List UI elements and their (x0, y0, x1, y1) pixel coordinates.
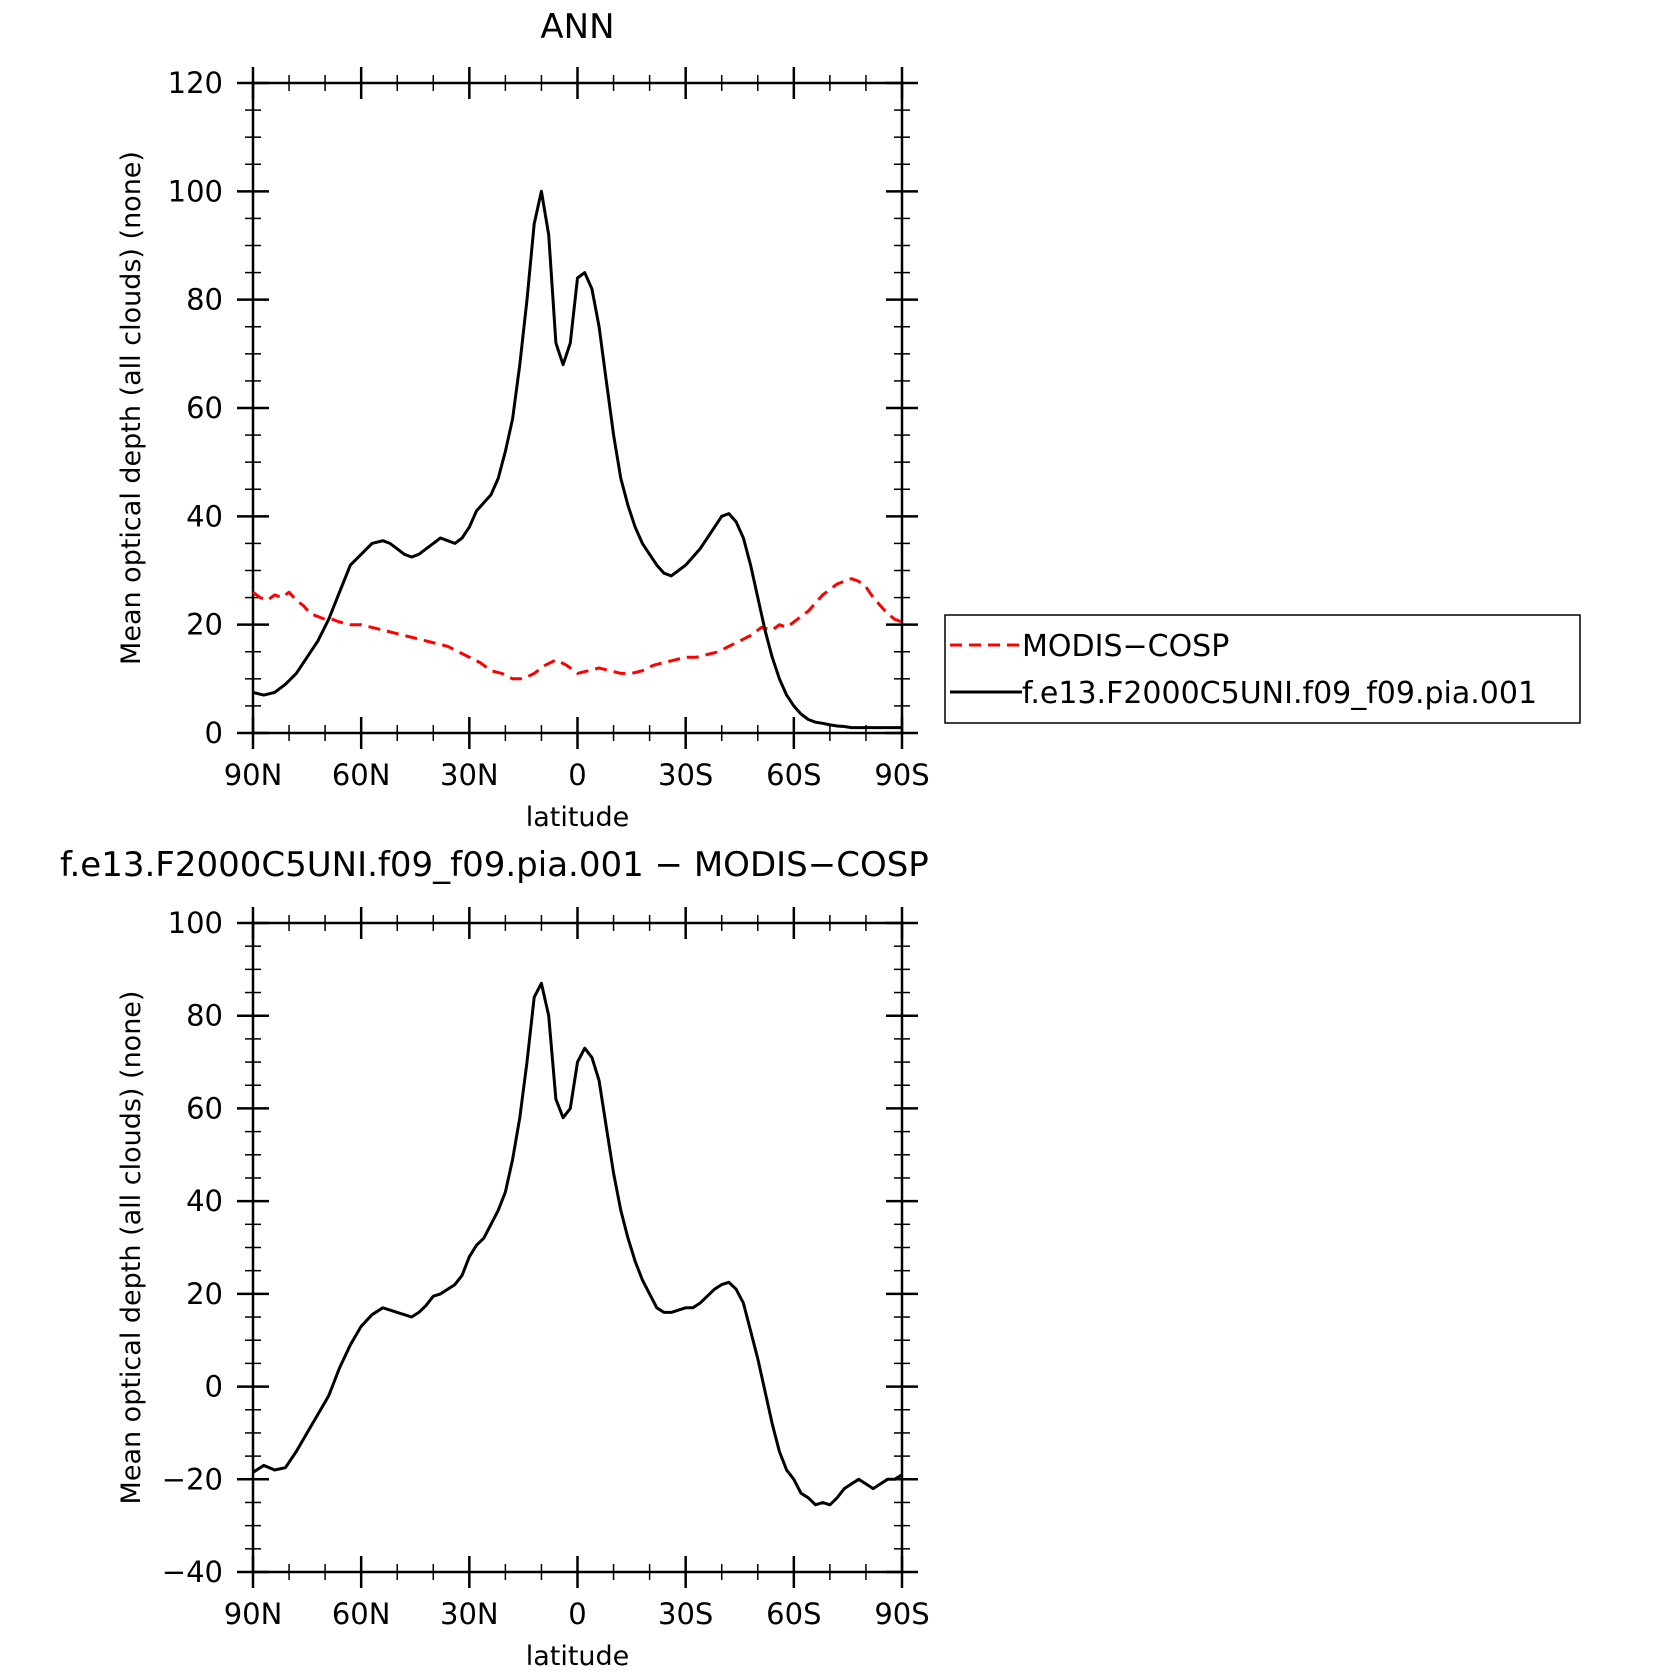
y-tick-label: 40 (186, 1184, 223, 1218)
y-tick-label: 100 (168, 906, 223, 940)
x-tick-label: 90N (224, 1597, 283, 1631)
x-tick-label: 90S (874, 758, 929, 792)
bottom-series-lines (252, 981, 903, 1507)
top-series-lines (252, 189, 903, 730)
y-tick-label: 0 (205, 1370, 223, 1404)
y-tick-label: 80 (186, 283, 223, 317)
top-x-tick-labels: 90N 60N 30N 0 30S 60S 90S (224, 758, 930, 792)
top-y-axis-label: Mean optical depth (all clouds) (none) (116, 151, 147, 665)
x-tick-label: 90N (224, 758, 283, 792)
x-tick-label: 0 (568, 758, 586, 792)
top-plot-frame (251, 81, 904, 735)
y-tick-label: −20 (162, 1462, 223, 1496)
series-line-model (252, 189, 902, 730)
bottom-x-tick-labels: 90N 60N 30N 0 30S 60S 90S (224, 1597, 930, 1631)
y-tick-label: 0 (205, 716, 223, 750)
bottom-plot-frame (251, 921, 904, 1574)
legend-box (944, 614, 1581, 724)
top-axis-ticks (237, 67, 918, 749)
y-tick-label: 20 (186, 1277, 223, 1311)
y-tick-label: 20 (186, 608, 223, 642)
x-tick-label: 30N (440, 1597, 499, 1631)
x-tick-label: 30S (658, 758, 713, 792)
x-tick-label: 30N (440, 758, 499, 792)
x-tick-label: 60N (332, 758, 391, 792)
y-tick-label: −40 (162, 1555, 223, 1589)
y-tick-label: 40 (186, 499, 223, 533)
legend-entry-model: f.e13.F2000C5UNI.f09_f09.pia.001 (1022, 676, 1537, 711)
bottom-chart-title: f.e13.F2000C5UNI.f09_f09.pia.001 − MODIS… (60, 845, 929, 885)
x-tick-label: 60N (332, 1597, 391, 1631)
bottom-y-axis-label: Mean optical depth (all clouds) (none) (116, 991, 147, 1505)
x-tick-label: 90S (874, 1597, 929, 1631)
y-tick-label: 100 (168, 174, 223, 208)
x-tick-label: 0 (568, 1597, 586, 1631)
bottom-panel: f.e13.F2000C5UNI.f09_f09.pia.001 − MODIS… (60, 845, 930, 1672)
bottom-y-tick-labels: −40 −20 0 20 40 60 80 100 (162, 906, 223, 1589)
x-tick-label: 60S (766, 758, 821, 792)
bottom-axis-ticks (237, 907, 918, 1588)
bottom-x-axis-label: latitude (526, 1641, 630, 1672)
series-line-difference (252, 981, 903, 1507)
top-y-tick-labels: 0 20 40 60 80 100 120 (168, 66, 223, 750)
y-tick-label: 60 (186, 391, 223, 425)
x-tick-label: 30S (658, 1597, 713, 1631)
y-tick-label: 120 (168, 66, 223, 100)
series-line-modis-cosp (252, 577, 903, 681)
y-tick-label: 60 (186, 1091, 223, 1125)
y-tick-label: 80 (186, 999, 223, 1033)
top-legend: MODIS−COSP f.e13.F2000C5UNI.f09_f09.pia.… (944, 614, 1581, 724)
x-tick-label: 60S (766, 1597, 821, 1631)
top-chart-title: ANN (540, 7, 614, 47)
legend-entry-modis-cosp: MODIS−COSP (1022, 629, 1229, 664)
top-x-axis-label: latitude (526, 802, 630, 833)
